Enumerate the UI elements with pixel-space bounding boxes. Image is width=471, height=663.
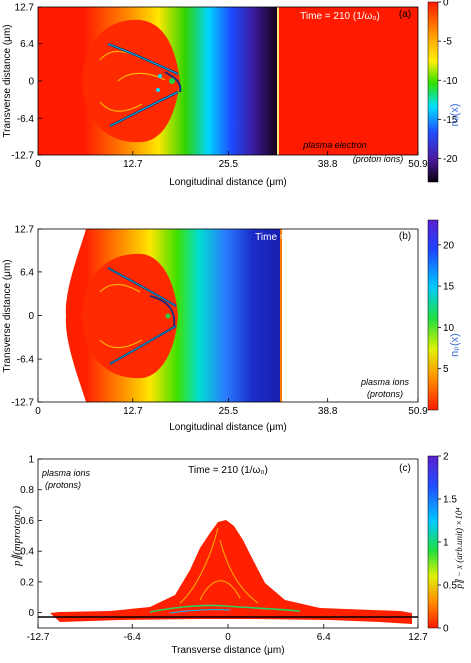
x-tick-label-b-1: 12.7 [123, 406, 143, 417]
cb-tick-label-a-3: -15 [443, 115, 458, 126]
x-tick-label-b-0: 0 [35, 406, 41, 417]
x-tick-label-c-4: 12.7 [408, 632, 428, 643]
cb-tick-label-c-1: 1.5 [443, 495, 457, 506]
annotation-c-line2: (protons) [45, 480, 81, 490]
x-tick-label-a-2: 25.5 [219, 159, 239, 170]
colorbar-ticks-a: 0 -5 -10 -15 -20 [438, 0, 458, 165]
ylabel-b: Transverse distance (μm) [2, 259, 13, 372]
y-tick-label-b-1: 6.4 [20, 267, 34, 278]
y-tick-label-c-1: 0.8 [20, 485, 34, 496]
annotation-b-line2: (protons) [367, 389, 403, 399]
panel-label-c: (c) [399, 463, 411, 474]
annotation-a-line2: (proton ions) [353, 154, 404, 164]
panel-c-heatmap [38, 459, 418, 628]
y-tick-label-b-3: -6.4 [17, 355, 35, 366]
y-tick-label-c-0: 1 [28, 455, 34, 466]
cb-tick-label-b-1: 15 [443, 282, 455, 293]
cb-tick-label-b-3: 5 [443, 364, 449, 375]
x-tick-label-b-4: 50.9 [408, 406, 428, 417]
colorbar-label-a: nₑ(x) [449, 103, 461, 126]
colorbar-ticks-b: 20 15 10 5 [438, 240, 455, 375]
xlabel-b: Longitudinal distance (μm) [169, 422, 287, 433]
x-tick-label-c-2: 0 [225, 632, 231, 643]
x-tick-label-a-4: 50.9 [408, 159, 428, 170]
x-tick-label-c-3: 6.4 [317, 632, 331, 643]
y-tick-label-a-1: 6.4 [20, 39, 34, 50]
laser-front-a [277, 7, 279, 155]
panel-label-a: (a) [399, 9, 411, 20]
y-tick-label-a-4: -12.7 [11, 151, 34, 162]
cb-tick-label-c-0: 2 [443, 452, 449, 463]
colorbar-label-b: nₚ(x) [449, 333, 461, 357]
cb-tick-label-c-2: 1 [443, 538, 449, 549]
colorbar-a [427, 1, 439, 183]
annotation-a-line1: plasma electron [302, 140, 367, 150]
panel-b: Time = 210 (1/ω₀) (b) plasma ions (proto… [2, 219, 461, 433]
bubble-b [82, 253, 178, 379]
panel-a: plasma electron (proton ions) Time = 210… [2, 0, 461, 188]
time-label-a: Time = 210 (1/ω₀) [300, 11, 380, 22]
x-tick-label-b-2: 25.5 [219, 406, 239, 417]
y-tick-label-b-4: -12.7 [11, 398, 34, 409]
y-tick-label-b-2: 0 [28, 311, 34, 322]
axis-ticks-a: 0 12.7 25.5 38.8 50.9 12.7 6.4 0 -6.4 -12.7 [11, 3, 428, 171]
colorbar-b [427, 219, 439, 411]
ion-cavity-edge-b [65, 229, 86, 402]
cb-tick-label-c-4: 0 [443, 624, 449, 635]
cb-tick-label-a-2: -10 [443, 76, 458, 87]
y-tick-label-b-0: 12.7 [15, 225, 35, 236]
panel-label-b: (b) [399, 231, 411, 242]
annotation-b-line1: plasma ions [360, 377, 410, 387]
y-tick-label-c-4: 0.2 [20, 577, 34, 588]
cb-tick-label-a-1: -5 [443, 37, 452, 48]
x-tick-label-b-3: 38.8 [318, 406, 338, 417]
annotation-c-line1: plasma ions [41, 468, 91, 478]
x-tick-label-a-0: 0 [35, 159, 41, 170]
axis-ticks-c: -12.7 -6.4 0 6.4 12.7 1 0.8 0.6 0.4 0.2 0 [20, 455, 428, 644]
y-tick-label-c-3: 0.4 [20, 547, 34, 558]
panel-c: Time = 210 (1/ω₀) (c) plasma ions (proto… [11, 452, 464, 657]
y-tick-label-a-0: 12.7 [15, 3, 35, 14]
cb-tick-label-a-0: 0 [443, 0, 449, 9]
cb-tick-label-b-0: 20 [443, 240, 455, 251]
cb-tick-label-a-4: -20 [443, 154, 458, 165]
cb-tick-label-c-3: 0.5 [443, 581, 457, 592]
panel-b-heatmap [38, 229, 418, 402]
ion-momentum-distribution [50, 520, 412, 624]
x-tick-label-a-3: 38.8 [318, 159, 338, 170]
xlabel-c: Transverse distance (μm) [171, 645, 284, 656]
axis-ticks-b: 0 12.7 25.5 38.8 50.9 12.7 6.4 0 -6.4 -12.7 [11, 225, 428, 418]
colorbar-ticks-c: 2 1.5 1 0.5 0 [438, 452, 457, 635]
y-tick-label-a-2: 0 [28, 77, 34, 88]
colorbar-c [427, 455, 439, 629]
laser-front-b [280, 229, 282, 402]
y-tick-label-c-5: 0 [28, 608, 34, 619]
x-tick-label-c-0: -12.7 [27, 632, 50, 643]
time-label-c: Time = 210 (1/ω₀) [188, 465, 268, 476]
cb-tick-label-b-2: 10 [443, 323, 455, 334]
xlabel-a: Longitudinal distance (μm) [169, 177, 287, 188]
panel-a-heatmap: plasma electron [38, 7, 418, 155]
ylabel-a: Transverse distance (μm) [2, 24, 13, 137]
ylabel-c: p∥(mprotonc) [11, 506, 23, 567]
colorbar-label-c: p∥ − x (arb.unit) ×10⁴ [454, 507, 464, 589]
x-tick-label-a-1: 12.7 [123, 159, 143, 170]
bubble-a [82, 19, 180, 143]
time-label-b: Time = 210 (1/ω₀) [255, 232, 335, 243]
y-tick-label-c-2: 0.6 [20, 516, 34, 527]
y-tick-label-a-3: -6.4 [17, 114, 35, 125]
x-tick-label-c-1: -6.4 [124, 632, 142, 643]
